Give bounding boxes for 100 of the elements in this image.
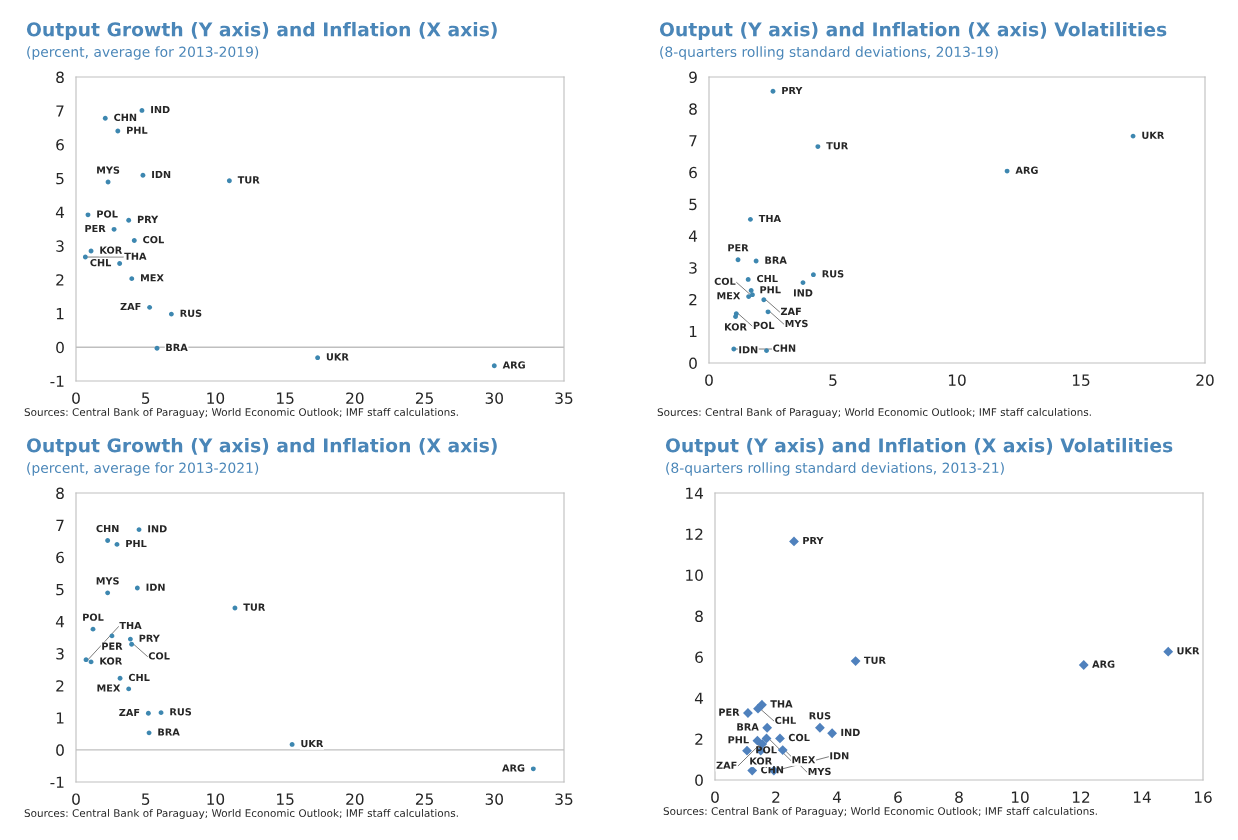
point [126,686,132,692]
y-tick-label: 3 [689,262,697,274]
point [105,590,111,596]
point [131,238,137,243]
x-tick-label: 8 [955,791,963,803]
annotation: IDN [152,170,171,178]
annotation: IND [841,728,860,736]
y-tick-label: -1 [50,375,64,387]
annotation: PRY [139,634,160,642]
annotation: IDN [146,583,165,591]
y-tick-label: 5 [56,584,64,596]
annotation: PER [719,708,740,716]
x-tick-label: 2 [772,791,780,803]
annotation: TUR [243,603,266,611]
annotation: POL [753,321,775,330]
annotation: MEX [792,756,816,764]
x-tick-label: 10 [207,392,225,404]
y-tick-label: 1 [56,308,64,320]
annotation: CHL [775,716,796,724]
chart-subtitle: (8-quarters rolling standard deviations, 2013-21) [666,462,1004,476]
annotation: UKR [326,353,349,361]
point [777,745,788,755]
annotation: ARG [1015,166,1038,174]
x-tick-label: 12 [1072,791,1090,803]
annotation: KOR [750,757,772,765]
annotation: THA [119,621,142,630]
x-tick-label: 10 [1011,791,1029,803]
point [491,363,497,369]
x-tick-label: 6 [894,791,902,803]
point [315,355,321,361]
chart-subtitle: (percent, average for 2013-2019) [27,46,259,60]
point [102,115,108,121]
point [753,703,763,714]
source-note: Sources: Central Bank of Paraguay; World Economic Outlook; IMF staff calculations. [657,407,1091,419]
y-tick-label: 1 [689,325,697,338]
x-tick-label: 0 [72,392,80,404]
point [745,276,751,282]
y-tick-label: 7 [56,519,64,531]
annotation: IDN [830,752,849,760]
y-tick-label: 0 [56,341,64,354]
point [1078,660,1089,670]
annotation: ZAF [119,708,140,716]
y-tick-label: 0 [56,744,64,756]
x-tick-label: 10 [207,793,225,805]
x-tick-label: 20 [1196,374,1214,386]
annotation: IND [148,525,167,533]
annotation: MEX [97,684,121,692]
y-tick-label: 4 [694,692,704,704]
x-tick-label: 5 [829,374,837,386]
y-tick-label: 10 [686,569,703,582]
point [775,733,785,744]
point [117,675,123,681]
annotation: COL [148,652,170,660]
x-tick-label: 20 [346,392,364,404]
point [770,88,776,94]
y-tick-label: 5 [56,173,64,185]
annotation: PHL [127,126,148,134]
annotation: POL [97,210,118,218]
point [145,710,151,716]
y-tick-label: 2 [695,733,703,745]
point [168,311,174,317]
annotation: TUR [863,656,886,664]
x-tick-label: 10 [948,374,966,386]
annotation: PER [728,244,749,252]
chart-subtitle: (percent, average for 2013-2021) [27,462,259,476]
x-tick-label: 14 [1133,791,1151,803]
annotation: IND [793,289,813,297]
y-tick-label: 6 [56,551,64,564]
annotation: ZAF [120,302,141,311]
point [147,304,153,310]
point [762,722,773,733]
annotation: CHL [757,274,778,283]
source-note: Sources: Central Bank of Paraguay; World Economic Outlook; IMF staff calculations. [24,808,458,820]
point [749,292,755,298]
annotation: UKR [1177,647,1200,655]
annotation: KOR [100,657,123,665]
annotation: ZAF [716,761,737,769]
y-tick-label: 8 [56,487,64,500]
point [530,766,536,772]
point [761,297,767,303]
y-tick-label: 3 [56,240,64,252]
annotation: MYS [96,577,119,585]
x-tick-label: 30 [485,392,503,404]
y-tick-label: 6 [695,651,703,664]
point [289,742,295,747]
point [764,348,769,354]
annotation: ARG [1092,660,1115,668]
y-tick-label: 4 [55,206,65,218]
y-tick-label: 8 [56,71,64,84]
point [747,216,753,222]
y-tick-label: 6 [56,139,64,151]
y-tick-label: 7 [689,135,697,147]
chart-title: Output (Y axis) and Inflation (X axis) Volatilities [665,437,1173,457]
y-tick-label: 8 [689,103,697,115]
point [827,728,838,739]
point [129,641,135,647]
annotation: ARG [502,764,525,772]
annotation: UKR [1142,131,1165,139]
y-tick-label: 12 [686,528,703,540]
point [815,722,825,733]
